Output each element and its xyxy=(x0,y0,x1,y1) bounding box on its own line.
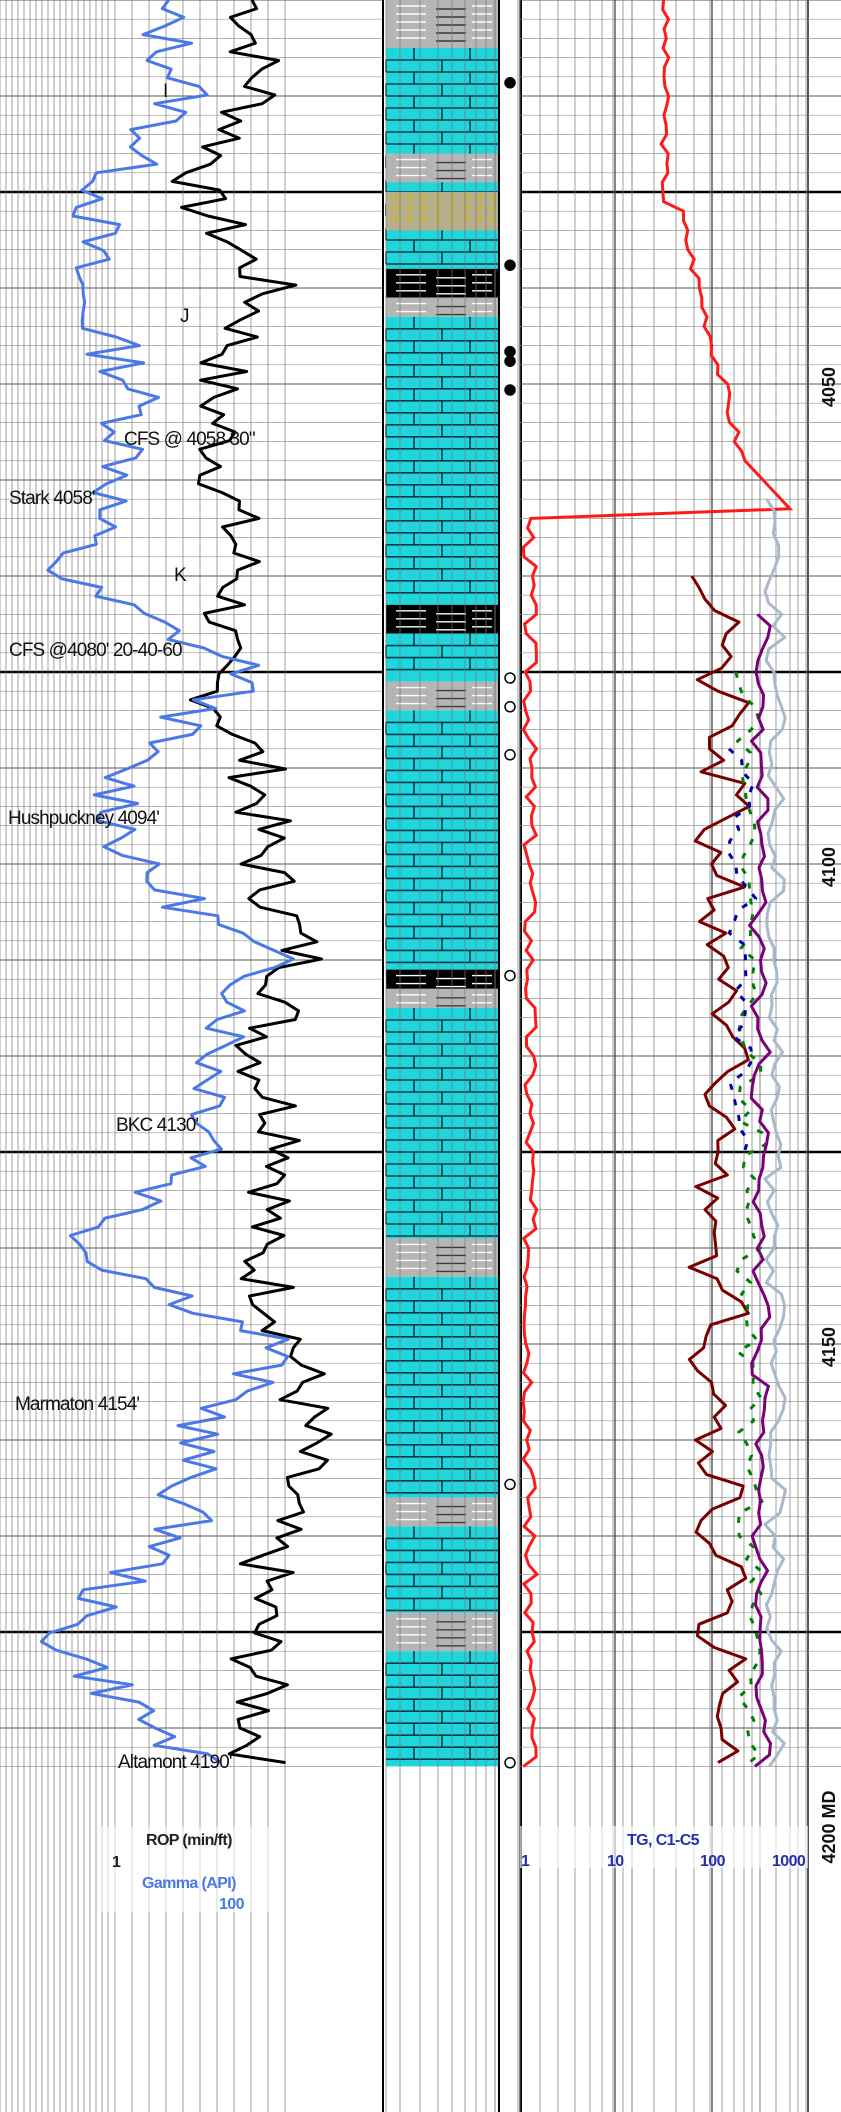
dolomite-tick xyxy=(421,204,427,212)
dolomite-tick xyxy=(393,193,399,201)
lithology-track xyxy=(382,0,809,2112)
gamma-scale-max: 100 xyxy=(219,1896,245,1913)
show-symbol xyxy=(504,1757,516,1769)
depth-label: 4100 xyxy=(819,847,839,887)
gas-scale-tick: 1000 xyxy=(772,1853,806,1870)
legend-backdrop xyxy=(520,1826,808,1868)
depth-labels: 4050 4100 4150 4200 MD xyxy=(819,367,839,1864)
c4-gas-curve xyxy=(726,747,758,1153)
formation-top-label: Stark 4058' xyxy=(9,488,95,509)
gamma-legend-label: Gamma (API) xyxy=(142,1875,236,1892)
show-symbol xyxy=(504,701,516,713)
total-gas-curve xyxy=(521,0,794,1768)
depth-track xyxy=(808,0,841,1767)
show-symbol xyxy=(504,77,516,89)
gamma-curve xyxy=(39,0,295,1764)
dolomite-tick xyxy=(421,215,427,223)
gas-scale-tick: 1 xyxy=(521,1853,530,1870)
depth-label: 4150 xyxy=(819,1327,839,1367)
dolomite-tick xyxy=(393,204,399,212)
dolomite-tick xyxy=(407,204,413,212)
dolomite-tick xyxy=(421,193,427,201)
gas-scale-tick: 100 xyxy=(700,1853,726,1870)
gas-legend: TG, C1-C5 1 10 100 1000 xyxy=(520,1826,808,1870)
formation-top-label: CFS @4080' 20-40-60 xyxy=(9,640,182,661)
legend-backdrop xyxy=(100,1827,270,1912)
dolomite-tick xyxy=(407,193,413,201)
rop-curve xyxy=(170,0,333,1765)
gas-track xyxy=(39,0,809,2112)
formation-top-label: Hushpuckney 4094' xyxy=(8,808,159,829)
depth-label: 4050 xyxy=(819,367,839,407)
formation-top-label: Altamont 4190' xyxy=(118,1752,232,1773)
show-symbol xyxy=(504,345,516,358)
shale-interval xyxy=(386,0,498,48)
dolomite-tick xyxy=(407,215,413,223)
rop-gamma-legend: ROP (min/ft) 1 Gamma (API) 100 xyxy=(100,1827,270,1913)
c2-gas-curve xyxy=(734,671,768,1768)
dolomite-tick xyxy=(477,215,483,223)
rop-legend-label: ROP (min/ft) xyxy=(146,1832,232,1849)
dolomite-tick xyxy=(477,204,483,212)
gas-legend-label: TG, C1-C5 xyxy=(627,1832,700,1849)
show-symbol xyxy=(504,1478,516,1491)
show-symbol xyxy=(504,355,516,367)
c3-gas-curve xyxy=(748,613,772,1768)
rop-scale-min: 1 xyxy=(112,1854,121,1871)
formation-top-label: K xyxy=(174,565,187,586)
formation-top-label: J xyxy=(180,306,189,327)
dolomite-tick xyxy=(393,215,399,223)
rop-gamma-track xyxy=(0,0,383,2112)
show-symbol xyxy=(504,259,516,271)
show-symbol xyxy=(504,384,516,396)
c5-gas-curve xyxy=(763,498,787,1768)
c1-gas-curve xyxy=(687,575,751,1764)
gas-scale-tick: 10 xyxy=(607,1853,624,1870)
show-symbol xyxy=(504,749,516,761)
formation-tops: I J CFS @ 4058 30" Stark 4058' K CFS @40… xyxy=(8,81,256,1773)
dolomite-interval xyxy=(386,192,498,231)
formation-top-label: Marmaton 4154' xyxy=(15,1394,139,1415)
show-symbol xyxy=(504,969,516,982)
formation-top-label: BKC 4130' xyxy=(116,1115,198,1136)
formation-top-label: I xyxy=(163,81,167,102)
depth-label: 4200 MD xyxy=(819,1790,839,1863)
dolomite-tick xyxy=(477,193,483,201)
formation-top-label: CFS @ 4058 30" xyxy=(124,429,255,450)
show-symbol xyxy=(504,672,516,684)
